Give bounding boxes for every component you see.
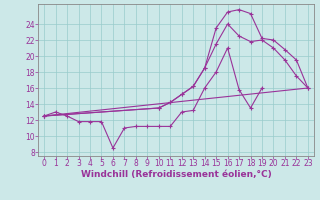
X-axis label: Windchill (Refroidissement éolien,°C): Windchill (Refroidissement éolien,°C) — [81, 170, 271, 179]
